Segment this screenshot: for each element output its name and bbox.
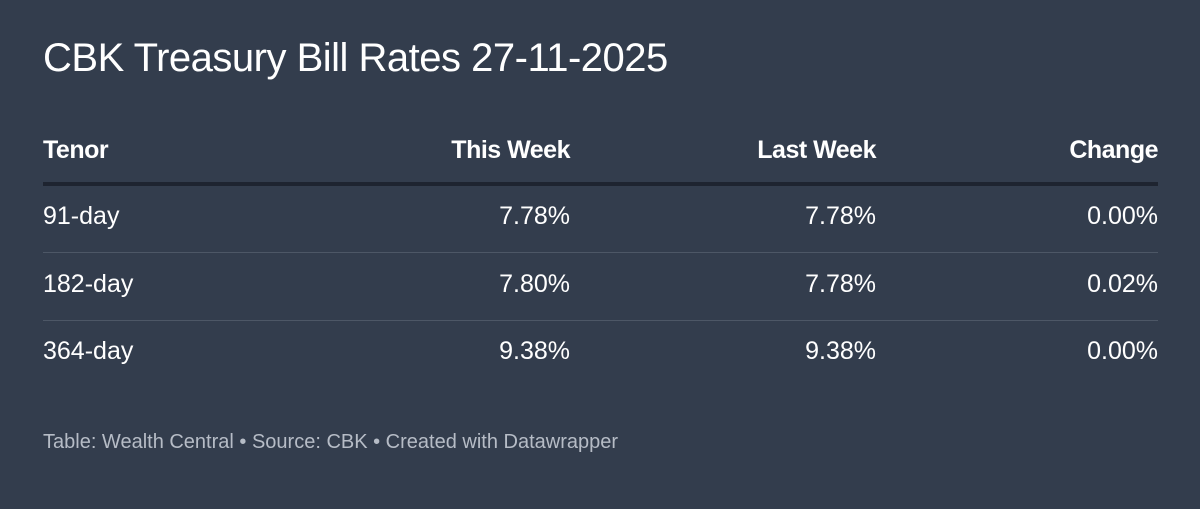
- cell: 9.38%: [805, 337, 876, 365]
- cell: 0.00%: [1087, 337, 1158, 365]
- cell: 364-day: [43, 337, 134, 365]
- footer: Table: Wealth Central • Source: CBK • Cr…: [43, 431, 619, 453]
- cell: 9.38%: [499, 337, 570, 365]
- column-header: Last Week: [757, 136, 876, 164]
- cell: 0.00%: [1087, 202, 1158, 230]
- cell: 7.80%: [499, 270, 570, 298]
- row-rule: [43, 252, 1158, 253]
- cell: 0.02%: [1087, 270, 1158, 298]
- cell: 182-day: [43, 270, 134, 298]
- cell: 7.78%: [499, 202, 570, 230]
- cell: 91-day: [43, 202, 120, 230]
- row-rule: [43, 320, 1158, 321]
- column-header: Change: [1069, 136, 1158, 164]
- title: CBK Treasury Bill Rates 27-11-2025: [43, 36, 668, 80]
- cell: 7.78%: [805, 270, 876, 298]
- header-rule: [43, 182, 1158, 186]
- cell: 7.78%: [805, 202, 876, 230]
- column-header: This Week: [451, 136, 570, 164]
- column-header: Tenor: [43, 136, 109, 164]
